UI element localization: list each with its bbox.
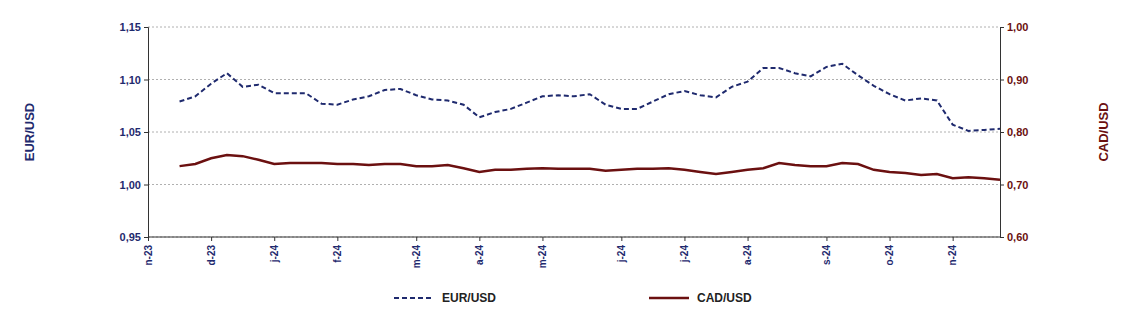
y-tick: 1,05: [120, 126, 148, 138]
axis-line: [1001, 28, 1005, 238]
y-axis-title: EUR/USD: [22, 103, 37, 162]
x-tick-mark: [211, 237, 212, 241]
y2-tick: 0,80: [1000, 126, 1028, 138]
x-tick-mark: [274, 237, 275, 241]
y2-tick: 0,70: [1000, 179, 1028, 191]
y2-tick-label: 1,00: [1007, 21, 1028, 33]
y-tick: 1,00: [120, 179, 148, 191]
x-tick-label: a-24: [742, 245, 753, 265]
y2-tick-label: 0,70: [1007, 179, 1028, 191]
y2-axis-title: CAD/USD: [1096, 102, 1111, 161]
x-tick-mark: [953, 237, 954, 241]
x-tick-label: d-23: [206, 245, 217, 266]
y2-tick-mark: [1000, 80, 1004, 81]
legend-swatch: [394, 297, 434, 299]
y2-tick: 0,90: [1000, 74, 1028, 86]
x-tick-label: n-24: [947, 245, 958, 266]
x-tick-mark: [416, 237, 417, 241]
grid-line: [148, 132, 1000, 133]
series-line: [180, 64, 1000, 131]
x-tick-mark: [890, 237, 891, 241]
y2-tick-mark: [1000, 185, 1004, 186]
x-axis: n-23 d-23 j-24 f-24 m-24 a-24 m-24 j-24 j-24 a-24…: [143, 237, 1000, 268]
y-tick-mark: [144, 237, 148, 238]
x-tick-mark: [542, 237, 543, 241]
y2-tick-label: 0,90: [1007, 74, 1028, 86]
x-tick: f-24: [332, 237, 343, 263]
y-tick-mark: [144, 185, 148, 186]
x-tick-mark: [479, 237, 480, 241]
y-tick-label: 0,95: [120, 231, 141, 243]
plot-area: [180, 64, 1000, 180]
axis-line: [144, 28, 149, 238]
x-tick-mark: [748, 237, 749, 241]
x-tick-mark: [337, 237, 338, 241]
y-tick-label: 1,15: [120, 21, 141, 33]
x-tick: s-24: [821, 237, 832, 265]
x-tick-label: m-24: [411, 245, 422, 269]
x-tick-label: j-24: [269, 245, 280, 264]
legend-label: EUR/USD: [442, 291, 496, 305]
x-tick: a-24: [474, 237, 485, 265]
legend-label: CAD/USD: [697, 291, 752, 305]
grid-line: [148, 237, 1000, 238]
x-tick: m-24: [537, 237, 548, 268]
y2-tick: 0,60: [1000, 231, 1028, 243]
legend: EUR/USD CAD/USD: [394, 291, 752, 305]
x-tick: o-24: [884, 237, 895, 266]
x-tick: a-24: [742, 237, 753, 265]
y-tick-mark: [144, 27, 148, 28]
series-line: [180, 155, 1000, 180]
grid-line: [148, 79, 1000, 80]
chart: 0,95 1,00 1,05 1,10 1,15 0,60 0,70 0,80 0,90 1,00…: [0, 0, 1140, 310]
grid-line: [148, 27, 1000, 28]
y2-tick-mark: [1000, 27, 1004, 28]
x-tick: j-24: [616, 237, 627, 263]
x-tick-mark: [148, 237, 149, 241]
x-tick-label: s-24: [821, 245, 832, 265]
y2-axis: 0,60 0,70 0,80 0,90 1,00: [1000, 21, 1028, 243]
x-tick-label: o-24: [884, 245, 895, 266]
x-tick-label: f-24: [332, 245, 343, 263]
x-tick: d-23: [206, 237, 217, 266]
x-tick-label: j-24: [616, 245, 627, 264]
x-tick-label: j-24: [679, 245, 690, 264]
x-tick: n-24: [947, 237, 958, 266]
y-axis: 0,95 1,00 1,05 1,10 1,15: [120, 21, 149, 243]
y-tick-label: 1,10: [120, 74, 141, 86]
x-tick-label: m-24: [537, 245, 548, 269]
y-tick-mark: [144, 132, 148, 133]
axis-line: [148, 237, 1000, 238]
grid: [148, 27, 1000, 237]
x-tick-mark: [621, 237, 622, 241]
y-tick-mark: [144, 80, 148, 81]
y-tick-label: 1,05: [120, 126, 141, 138]
y-tick-label: 1,00: [120, 179, 141, 191]
y-tick: 1,15: [120, 21, 148, 33]
y2-tick-label: 0,60: [1007, 231, 1028, 243]
y2-tick-mark: [1000, 237, 1004, 238]
x-tick: j-24: [269, 237, 280, 263]
y2-tick-label: 0,80: [1007, 126, 1028, 138]
x-tick-mark: [684, 237, 685, 241]
x-tick-mark: [826, 237, 827, 241]
legend-swatch: [649, 297, 689, 300]
y2-tick: 1,00: [1000, 21, 1028, 33]
x-tick-label: a-24: [474, 245, 485, 265]
x-tick-label: n-23: [143, 245, 154, 266]
y2-tick-mark: [1000, 132, 1004, 133]
x-tick: m-24: [411, 237, 422, 268]
x-tick: n-23: [143, 237, 154, 266]
y-tick: 0,95: [120, 231, 148, 243]
grid-line: [148, 184, 1000, 185]
y-tick: 1,10: [120, 74, 148, 86]
x-tick: j-24: [679, 237, 690, 263]
